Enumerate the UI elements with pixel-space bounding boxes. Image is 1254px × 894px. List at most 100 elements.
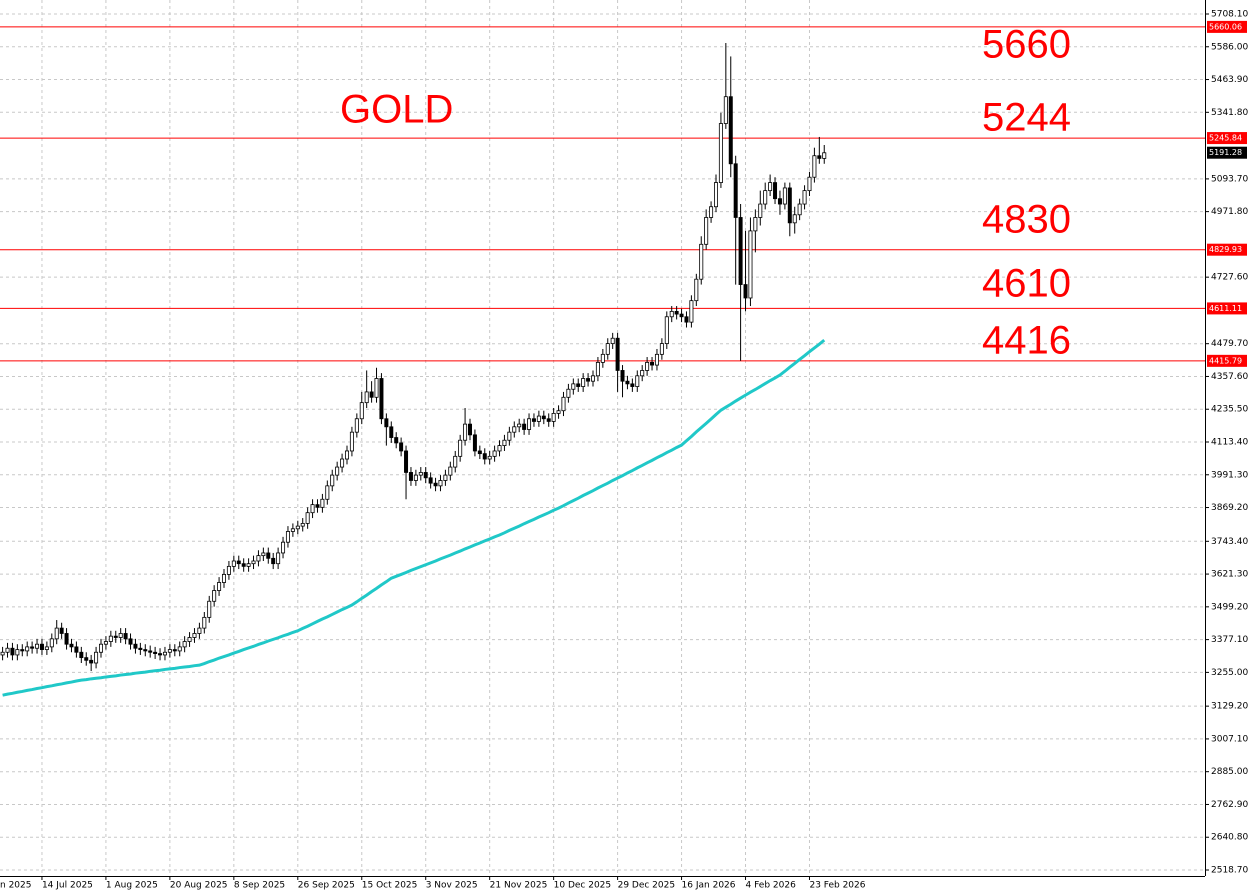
candle-body <box>792 214 797 224</box>
candle-body <box>354 418 359 433</box>
candle-body <box>10 647 15 656</box>
candle-body <box>782 187 787 205</box>
candle-body <box>404 450 409 473</box>
x-tick-label: 3 Nov 2025 <box>426 881 478 891</box>
candle-body <box>108 635 113 642</box>
candle-body <box>418 472 423 476</box>
candle-body <box>177 646 182 652</box>
level-label-box <box>1207 20 1247 33</box>
candle-body <box>266 552 271 559</box>
candle-body <box>290 528 295 532</box>
y-tick-label: 4971.80 <box>1211 207 1248 217</box>
candle-body <box>315 504 320 508</box>
candle-body <box>202 616 207 629</box>
candle-body <box>458 439 463 457</box>
candle-body <box>640 370 645 377</box>
candle-body <box>99 643 104 653</box>
candle-body <box>443 474 448 481</box>
candle-body <box>669 311 674 318</box>
y-tick-label: 3743.40 <box>1211 537 1248 547</box>
candle-body <box>610 337 615 345</box>
candle-body <box>438 480 443 487</box>
x-tick-label: 4 Feb 2026 <box>746 881 797 891</box>
annotation: 5244 <box>982 96 1071 140</box>
candle-body <box>723 96 728 124</box>
candle-body <box>645 361 650 371</box>
candle-body <box>369 391 374 398</box>
candle-body <box>586 378 591 382</box>
candle-body <box>364 391 369 404</box>
y-tick-label: 4357.60 <box>1211 372 1248 382</box>
candle-body <box>797 203 802 216</box>
level-label: 4415.79 <box>1209 356 1242 365</box>
candle-body <box>246 563 251 567</box>
x-tick-label: 14 Jul 2025 <box>42 881 93 891</box>
candle-body <box>182 641 187 648</box>
candle-body <box>605 343 610 355</box>
candle-body <box>630 383 635 387</box>
candle-body <box>689 300 694 323</box>
candle-body <box>256 555 261 562</box>
x-tick-label: 20 Aug 2025 <box>170 881 228 891</box>
candle-body <box>408 472 413 481</box>
candle-body <box>20 649 25 652</box>
candle-body <box>674 311 679 315</box>
candle-body <box>787 187 792 224</box>
candle-body <box>635 375 640 387</box>
candle-body <box>817 155 822 159</box>
y-tick-label: 3129.20 <box>1211 702 1248 712</box>
candle-body <box>650 361 655 366</box>
candle-body <box>492 450 497 457</box>
candle-body <box>54 627 59 640</box>
candle-body <box>281 541 286 554</box>
candle-body <box>25 646 30 652</box>
candle-body <box>340 458 345 468</box>
candle-body <box>664 316 669 345</box>
candle-body <box>35 643 40 649</box>
candle-body <box>285 531 290 543</box>
y-tick-label: 3007.10 <box>1211 734 1248 744</box>
candle-body <box>482 453 487 460</box>
candle-body <box>758 203 763 218</box>
candle-body <box>167 649 172 653</box>
candle-body <box>600 353 605 363</box>
price-label: 5191.28 <box>1209 148 1242 157</box>
candle-body <box>738 217 743 285</box>
candle-body <box>49 638 54 648</box>
level-label: 5245.84 <box>1209 134 1242 143</box>
candle-body <box>212 590 217 602</box>
candle-body <box>271 557 276 565</box>
candle-body <box>428 477 433 484</box>
candle-body <box>143 649 148 652</box>
candle-body <box>812 155 817 178</box>
candle-body <box>654 353 659 366</box>
candle-body <box>379 378 384 420</box>
candle-body <box>158 653 163 656</box>
candle-body <box>89 659 94 664</box>
candle-body <box>69 643 74 648</box>
candle-body <box>659 343 664 355</box>
level-label-box <box>1207 132 1247 145</box>
candle-body <box>374 378 379 398</box>
x-tick-label: n 2025 <box>0 881 31 891</box>
candle-body <box>743 284 748 299</box>
candle-body <box>261 552 266 557</box>
candle-body <box>399 442 404 452</box>
candle-body <box>802 190 807 205</box>
candle-body <box>217 582 222 591</box>
candle-body <box>94 651 99 664</box>
y-tick-label: 5463.90 <box>1211 75 1248 85</box>
candle-body <box>453 455 458 468</box>
y-tick-label: 5708.10 <box>1211 10 1248 20</box>
candle-body <box>625 380 630 385</box>
y-tick-label: 2762.90 <box>1211 800 1248 810</box>
candle-body <box>753 217 758 232</box>
candle-body <box>305 512 310 524</box>
grid <box>0 0 1205 876</box>
y-tick-label: 5093.70 <box>1211 174 1248 184</box>
candle-body <box>39 643 44 650</box>
x-tick-label: 29 Dec 2025 <box>618 881 676 891</box>
candle-body <box>448 466 453 476</box>
candle-body <box>320 498 325 508</box>
